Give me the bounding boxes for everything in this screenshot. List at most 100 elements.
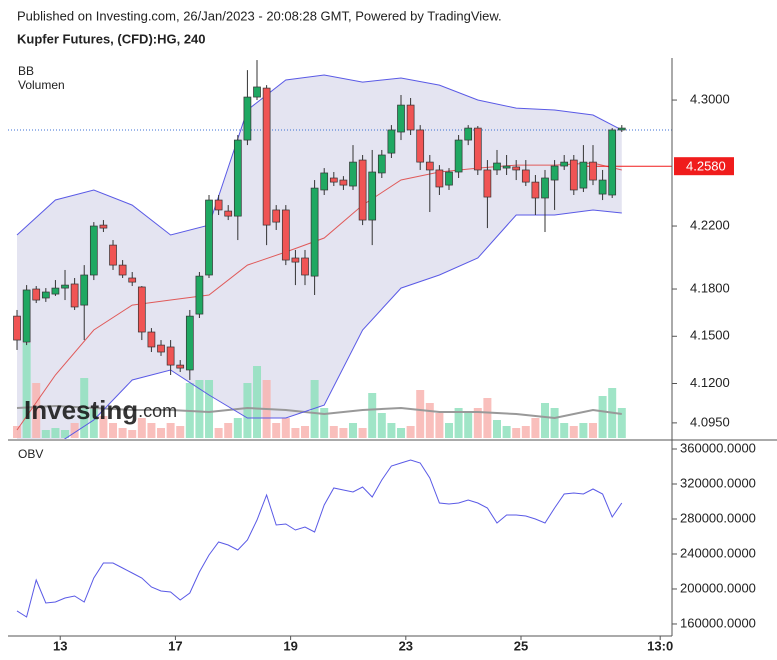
candle-body xyxy=(310,187,319,277)
candle-body xyxy=(195,275,204,315)
volume-bar xyxy=(377,413,386,438)
volume-bar xyxy=(99,416,108,438)
volume-bar xyxy=(128,430,137,438)
axes: 4.3000 4.2200 4.1800 4.1500 4.1200 4.0950 4.25… xyxy=(8,58,777,653)
candle-body xyxy=(368,171,377,221)
volume-bar xyxy=(339,428,348,438)
volume-bar xyxy=(32,383,41,438)
candle-body xyxy=(137,286,146,333)
candle-body xyxy=(176,364,185,369)
volume-ma xyxy=(16,404,622,420)
watermark-part: Investing xyxy=(24,395,138,425)
candle-body xyxy=(291,257,300,263)
volume-bar xyxy=(454,408,463,438)
candle-body xyxy=(349,161,357,187)
candle-body xyxy=(205,199,213,276)
volume-bar xyxy=(224,423,233,438)
volume-bar xyxy=(51,428,60,438)
candle-body xyxy=(377,154,386,174)
candle-body xyxy=(473,127,482,171)
candle-body xyxy=(22,289,31,343)
candle-body xyxy=(128,277,137,283)
x-tick-label: 23 xyxy=(399,638,413,653)
volume-bar xyxy=(579,423,588,438)
candle-body xyxy=(502,165,511,169)
candle-body xyxy=(61,284,69,289)
candle-body xyxy=(329,177,338,183)
volume-bar xyxy=(531,418,540,438)
volume-bar xyxy=(281,418,290,438)
candle-body xyxy=(531,181,540,199)
volume-bar xyxy=(550,408,559,438)
volume-bar xyxy=(137,418,146,438)
candle-body xyxy=(358,159,367,221)
volume-bar xyxy=(320,408,329,438)
volume-bar xyxy=(493,420,502,438)
bb-lower xyxy=(63,209,622,439)
obv-label: OBV xyxy=(18,447,43,461)
candle-body xyxy=(617,127,626,131)
volume-bar xyxy=(416,390,425,438)
candle-body xyxy=(320,172,329,191)
candle-body xyxy=(147,331,156,348)
volume-bar xyxy=(13,426,22,438)
volume-bar xyxy=(233,418,242,438)
volume-bar xyxy=(569,426,578,438)
volume-bar xyxy=(214,428,223,438)
candle-body xyxy=(214,199,223,211)
candle-body xyxy=(598,179,607,195)
candle-body xyxy=(445,171,453,186)
candle-body xyxy=(301,257,309,276)
candle-body xyxy=(32,288,41,301)
volume-bar xyxy=(435,413,444,438)
x-tick-label: 19 xyxy=(283,638,297,653)
volume-bar xyxy=(588,423,597,438)
volume-bar xyxy=(540,403,549,438)
candle-body xyxy=(262,87,271,226)
volume-bar xyxy=(41,430,50,438)
volume-bar xyxy=(61,430,70,438)
y-tick-label: 4.1500 xyxy=(690,328,730,343)
volume-bar xyxy=(205,380,214,438)
candle-body xyxy=(233,139,242,217)
x-tick-label: 17 xyxy=(168,638,182,653)
volume-bar xyxy=(157,428,166,438)
volume-bar xyxy=(598,396,607,438)
candle-body xyxy=(51,287,60,295)
volume-bar xyxy=(109,423,118,438)
obv-tick-label: 200000.0000 xyxy=(680,580,756,595)
candle-body xyxy=(281,209,290,261)
volume-bar xyxy=(147,423,156,438)
volume-bar xyxy=(349,423,358,438)
volume-bar xyxy=(310,380,319,438)
candle-body xyxy=(550,165,559,181)
volume-bar xyxy=(368,393,377,438)
candle-body xyxy=(109,244,117,266)
x-tick-label: 13:0 xyxy=(647,638,673,653)
bb-upper xyxy=(16,74,623,236)
candle-body xyxy=(569,159,578,191)
candle-body xyxy=(118,264,127,276)
obv-tick-label: 320000.0000 xyxy=(680,475,756,490)
volume-bar xyxy=(301,426,310,438)
volume-bar xyxy=(397,428,406,438)
volume-bar xyxy=(560,423,569,438)
volume-bar xyxy=(176,426,185,438)
y-tick-label: 4.1200 xyxy=(690,375,730,390)
volume-bar xyxy=(406,426,415,438)
volume-bar xyxy=(166,423,175,438)
watermark: Investing.com xyxy=(24,395,177,425)
y-tick-label: 4.1800 xyxy=(690,280,730,295)
volume-bar xyxy=(22,343,31,438)
obv-pane xyxy=(16,459,623,618)
candle-body xyxy=(454,139,463,173)
candle-body xyxy=(272,209,281,223)
published-note: Published on Investing.com, 26/Jan/2023 … xyxy=(17,8,502,23)
volume-bar xyxy=(70,423,79,438)
volume-bar xyxy=(272,423,281,438)
candle-body xyxy=(70,283,79,308)
candle-body xyxy=(157,344,165,353)
indicator-label: BB xyxy=(18,64,34,78)
obv-line xyxy=(16,459,623,618)
obv-tick-label: 160000.0000 xyxy=(680,615,756,630)
